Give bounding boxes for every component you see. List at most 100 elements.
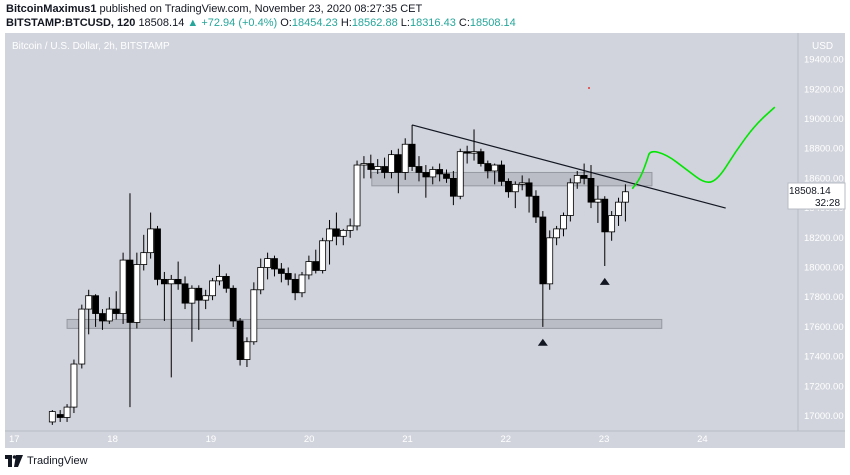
candle-body	[312, 261, 320, 271]
chart-title: Bitcoin / U.S. Dollar, 2h, BITSTAMP	[12, 41, 170, 52]
candle-body	[580, 175, 588, 179]
candle	[271, 255, 278, 277]
candle-body	[48, 411, 56, 423]
candle-body	[477, 151, 485, 164]
candle	[167, 274, 175, 378]
candle-body	[222, 276, 230, 289]
candle-body	[573, 175, 581, 184]
candle-body	[615, 201, 622, 216]
candle	[615, 197, 622, 226]
candle-body	[346, 225, 354, 231]
candle-body	[319, 240, 327, 271]
candle-body	[56, 414, 64, 418]
candle	[202, 289, 210, 310]
candle	[174, 261, 182, 290]
candle-body	[181, 283, 189, 304]
candle-body	[484, 163, 492, 172]
candle-body	[429, 169, 437, 178]
price-badge-box	[787, 182, 846, 210]
y-tick-label: 18000.00	[804, 263, 844, 274]
x-tick-label: 19	[206, 434, 217, 445]
candle	[70, 359, 78, 414]
y-tick-label: 18600.00	[804, 173, 844, 184]
publish-info: published on TradingView.com, November 2…	[96, 3, 423, 15]
candle-body	[167, 278, 175, 285]
candle-body	[99, 313, 106, 322]
y-tick-label: 17600.00	[804, 322, 844, 333]
candle	[608, 211, 616, 241]
candle-body	[229, 287, 237, 322]
publish-line: BitcoinMaximus1 published on TradingView…	[6, 3, 422, 15]
candle	[587, 165, 595, 209]
candle-body	[546, 237, 554, 285]
candle	[374, 159, 382, 174]
candle-body	[133, 264, 141, 323]
candle-body	[140, 252, 148, 265]
candle-body	[381, 166, 388, 173]
candle	[511, 181, 519, 209]
candle-body	[119, 259, 127, 314]
candle	[360, 156, 368, 179]
candle-body	[333, 228, 340, 237]
x-tick-label: 22	[501, 434, 512, 445]
x-tick-label: 18	[107, 434, 118, 445]
candle-body	[264, 258, 271, 268]
y-tick-label: 17000.00	[804, 411, 844, 422]
candle	[566, 178, 574, 222]
candle-body	[608, 215, 616, 233]
tradingview-footer[interactable]: TradingView	[5, 455, 88, 467]
candle-body	[622, 191, 629, 203]
symbol-label: BITSTAMP:BTCUSD, 120	[6, 17, 136, 29]
candle	[222, 273, 230, 293]
candle	[449, 170, 457, 206]
candle	[112, 291, 120, 320]
candle-body	[147, 228, 155, 254]
candle-body	[92, 295, 99, 314]
candle-body	[408, 143, 416, 167]
candle	[622, 184, 629, 222]
candle	[56, 410, 64, 422]
candle-body	[243, 341, 251, 360]
price-change: ▲ +72.94 (+0.4%)	[187, 17, 278, 29]
candle	[147, 212, 155, 259]
candle-body	[188, 287, 196, 304]
author-name[interactable]: BitcoinMaximus1	[6, 3, 97, 15]
candle-body	[154, 228, 161, 280]
candle-body	[195, 287, 203, 301]
candle-body	[505, 180, 512, 193]
price-badge-value: 18508.14	[789, 186, 831, 197]
candle	[99, 309, 106, 330]
candle-body	[271, 258, 278, 270]
candle-body	[126, 259, 134, 323]
candle	[477, 148, 485, 167]
candle	[298, 271, 306, 298]
high-label: H:	[340, 17, 352, 29]
x-tick-label: 24	[697, 434, 708, 445]
candle	[546, 230, 554, 290]
y-tick-label: 18800.00	[804, 144, 844, 155]
candle	[257, 258, 265, 295]
candle	[140, 234, 148, 271]
candle	[339, 228, 347, 246]
x-tick-label: 20	[304, 434, 315, 445]
candle	[601, 196, 609, 267]
candle	[119, 252, 127, 324]
candle-body	[470, 151, 478, 154]
candle-body	[70, 363, 78, 408]
candle	[216, 264, 223, 286]
projection-layer	[631, 106, 776, 190]
candle	[484, 160, 492, 179]
candle-body	[250, 289, 258, 343]
ohlc-line: BITSTAMP:BTCUSD, 120 18508.14 ▲ +72.94 (…	[6, 17, 516, 29]
candle	[394, 148, 402, 194]
candle	[284, 267, 292, 286]
support-resistance-zone	[66, 318, 663, 329]
candle-body	[353, 164, 361, 227]
candle-body	[498, 164, 505, 182]
support-resistance-zone	[371, 171, 653, 187]
candle	[532, 190, 540, 223]
candle	[277, 263, 285, 283]
time-axis[interactable]: 17 18 19 20 21 22 23 24	[9, 434, 708, 445]
candle	[456, 148, 464, 200]
